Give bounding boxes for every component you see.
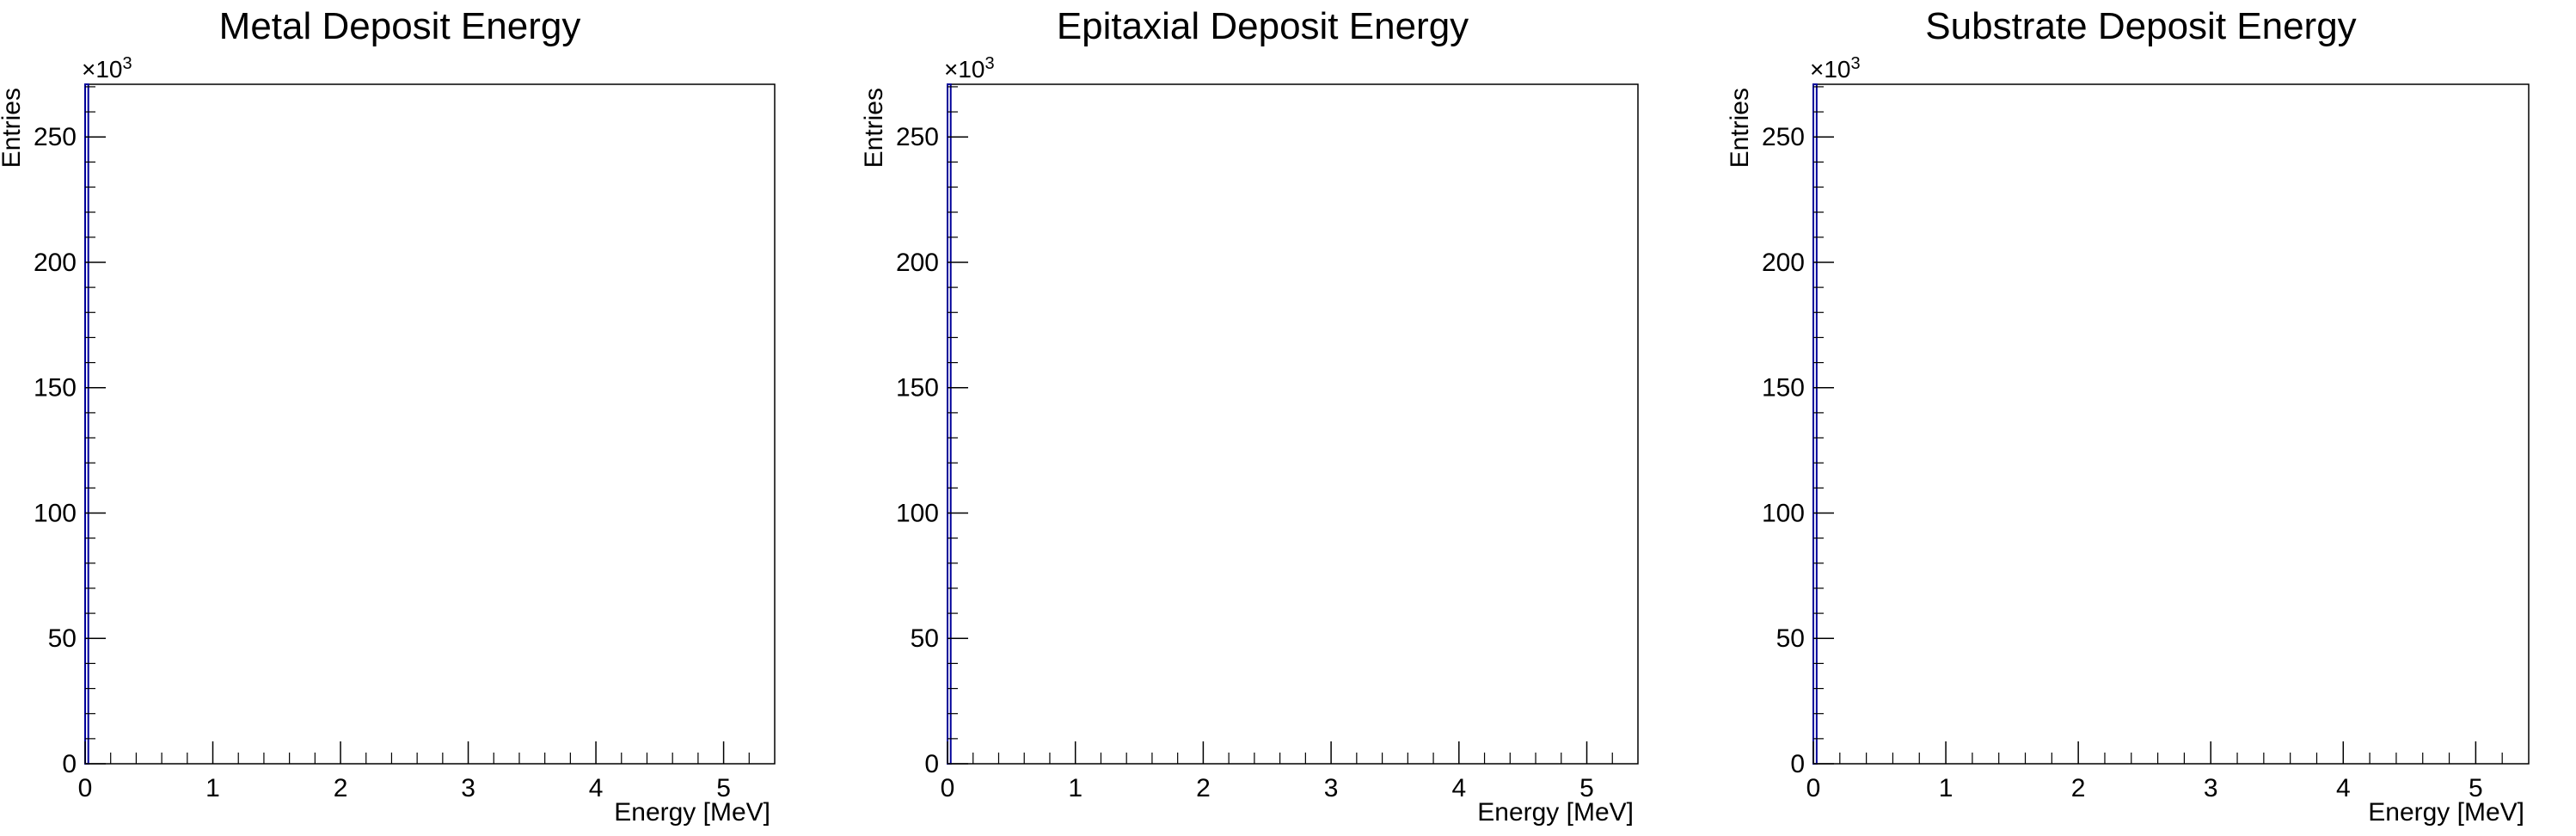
y-tick-label: 250 bbox=[896, 123, 939, 151]
y-multiplier: ×103 bbox=[1810, 54, 1861, 83]
y-tick-label: 0 bbox=[1790, 750, 1805, 778]
histogram-bar bbox=[84, 83, 89, 765]
x-axis-label: Energy [MeV] bbox=[2368, 798, 2524, 827]
x-tick-label: 3 bbox=[461, 774, 475, 802]
y-tick-label: 250 bbox=[34, 123, 77, 151]
y-tick-label: 250 bbox=[1762, 123, 1805, 151]
histogram-bar bbox=[947, 83, 952, 765]
x-tick-label: 1 bbox=[1939, 774, 1953, 802]
plot-frame bbox=[947, 83, 1639, 765]
histogram-bar bbox=[1812, 83, 1818, 765]
chart-title: Substrate Deposit Energy bbox=[1925, 5, 2356, 47]
y-tick-label: 150 bbox=[1762, 374, 1805, 403]
chart-title: Metal Deposit Energy bbox=[219, 5, 581, 47]
x-tick-label: 4 bbox=[589, 774, 604, 802]
x-tick-label: 0 bbox=[78, 774, 93, 802]
x-tick-label: 2 bbox=[2071, 774, 2086, 802]
x-axis-label: Energy [MeV] bbox=[614, 798, 770, 827]
x-tick-label: 0 bbox=[941, 774, 955, 802]
x-tick-label: 0 bbox=[1806, 774, 1821, 802]
y-tick-label: 200 bbox=[896, 249, 939, 277]
y-tick-label: 0 bbox=[924, 750, 939, 778]
y-multiplier: ×103 bbox=[82, 54, 132, 83]
y-tick-label: 100 bbox=[1762, 499, 1805, 527]
x-tick-label: 5 bbox=[716, 774, 731, 802]
y-tick-label: 150 bbox=[896, 374, 939, 403]
y-tick-label: 0 bbox=[62, 750, 77, 778]
x-tick-label: 2 bbox=[1196, 774, 1211, 802]
x-tick-label: 5 bbox=[1579, 774, 1594, 802]
chart-title: Epitaxial Deposit Energy bbox=[1057, 5, 1469, 47]
x-tick-label: 3 bbox=[2204, 774, 2218, 802]
y-tick-label: 200 bbox=[34, 249, 77, 277]
x-tick-label: 4 bbox=[2336, 774, 2351, 802]
x-tick-label: 4 bbox=[1451, 774, 1466, 802]
y-tick-label: 200 bbox=[1762, 249, 1805, 277]
y-multiplier-exponent: 3 bbox=[985, 54, 995, 73]
y-tick-label: 50 bbox=[48, 624, 77, 653]
x-tick-label: 1 bbox=[205, 774, 220, 802]
y-axis-label: Entries bbox=[860, 88, 888, 168]
plot-frame bbox=[84, 83, 776, 765]
y-tick-label: 100 bbox=[896, 499, 939, 527]
y-tick-label: 50 bbox=[1776, 624, 1805, 653]
y-multiplier-exponent: 3 bbox=[123, 54, 132, 73]
y-axis-label: Entries bbox=[1726, 88, 1754, 168]
x-axis-label: Energy [MeV] bbox=[1477, 798, 1634, 827]
y-multiplier: ×103 bbox=[944, 54, 995, 83]
y-tick-label: 150 bbox=[34, 374, 77, 403]
x-tick-label: 1 bbox=[1068, 774, 1083, 802]
x-tick-label: 3 bbox=[1324, 774, 1339, 802]
y-tick-label: 50 bbox=[911, 624, 939, 653]
y-tick-label: 100 bbox=[34, 499, 77, 527]
plot-frame bbox=[1812, 83, 2530, 765]
x-tick-label: 2 bbox=[334, 774, 348, 802]
y-axis-label: Entries bbox=[0, 88, 26, 168]
x-tick-label: 5 bbox=[2469, 774, 2483, 802]
y-multiplier-exponent: 3 bbox=[1851, 54, 1861, 73]
